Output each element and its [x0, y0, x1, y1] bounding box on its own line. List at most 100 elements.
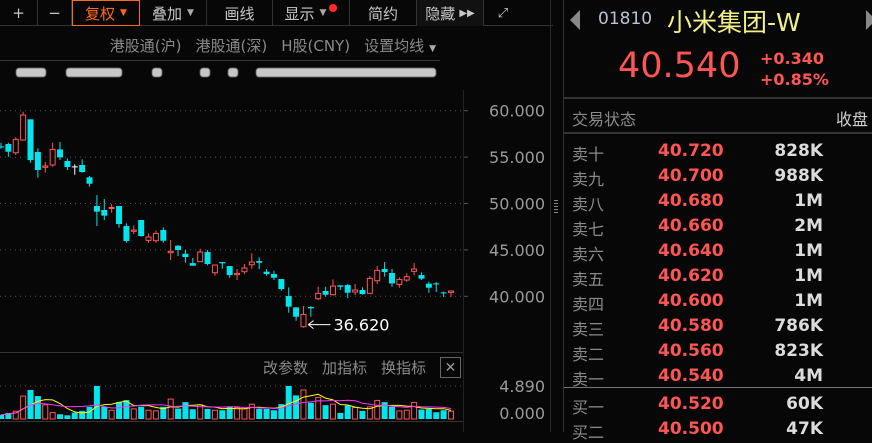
- set-ma-dropdown[interactable]: 设置均线 ▼: [364, 35, 436, 56]
- volume-bar: [418, 409, 425, 419]
- volume-bar: [123, 400, 130, 419]
- volume-axis-label: 4.890: [499, 380, 545, 396]
- order-book-row[interactable]: 卖四 40.600 1M: [564, 291, 872, 315]
- level-price: 40.700: [658, 166, 724, 186]
- level-label: 卖八: [572, 195, 605, 214]
- level-volume: 60K: [786, 394, 823, 414]
- candle: [79, 159, 86, 173]
- candle: [197, 248, 204, 263]
- order-book-row[interactable]: 卖七 40.660 2M: [564, 216, 872, 240]
- order-book-row[interactable]: 卖八 40.680 1M: [564, 191, 872, 215]
- simple-mode-button[interactable]: 简约: [350, 0, 417, 26]
- link-hk-connect-sz[interactable]: 港股通(深): [195, 36, 268, 55]
- candle: [241, 264, 248, 275]
- level-volume: 823K: [774, 341, 823, 361]
- candle-body: [175, 245, 182, 250]
- candle-body: [204, 252, 211, 265]
- candle-body: [34, 151, 41, 170]
- level-label: 卖五: [572, 270, 605, 289]
- link-hk-connect-sh[interactable]: 港股通(沪): [109, 36, 182, 55]
- candle-body: [411, 268, 418, 272]
- candle-body: [160, 230, 167, 241]
- volume-bar: [152, 410, 159, 420]
- volume-bar: [322, 405, 329, 419]
- candle-body: [307, 307, 314, 309]
- candle: [234, 269, 241, 281]
- prev-stock-arrow-icon[interactable]: [570, 10, 580, 30]
- volume-bar: [403, 409, 410, 420]
- candle: [5, 142, 12, 157]
- volume-bar: [344, 405, 351, 419]
- volume-bar: [256, 408, 263, 419]
- candle: [388, 269, 395, 287]
- low-price-marker: 36.620: [333, 316, 389, 335]
- display-dropdown[interactable]: 显示 ▼: [273, 0, 350, 26]
- candle: [34, 148, 41, 178]
- close-indicator-icon[interactable]: ✕: [440, 357, 461, 378]
- order-book-row[interactable]: 卖二 40.560 823K: [564, 341, 872, 365]
- candle: [175, 245, 182, 257]
- level-volume: 828K: [774, 141, 823, 161]
- zoom-out-button[interactable]: −: [38, 0, 72, 26]
- caret-down-icon: ▼: [187, 8, 194, 18]
- resize-handle[interactable]: [554, 200, 558, 214]
- candle-body: [79, 164, 86, 173]
- price-axis-label: 60.000: [489, 102, 545, 121]
- volume-bar: [5, 412, 12, 419]
- edit-params-button[interactable]: 改参数: [262, 359, 308, 377]
- order-book-row[interactable]: 卖一 40.540 4M: [564, 366, 872, 390]
- candle-body: [337, 285, 344, 287]
- add-indicator-button[interactable]: 加指标: [321, 359, 367, 377]
- candle-body: [366, 277, 373, 294]
- volume-bar: [234, 407, 241, 420]
- candle-body: [57, 149, 64, 158]
- link-h-share-cny[interactable]: H股(CNY): [281, 36, 351, 55]
- level-price: 40.540: [658, 366, 724, 386]
- candle-body: [374, 269, 381, 282]
- candle-body: [234, 272, 241, 276]
- fullscreen-expand-icon[interactable]: ⤢: [497, 5, 509, 21]
- overlay-dropdown[interactable]: 叠加 ▼: [140, 0, 207, 26]
- trade-status-value: 收盘: [836, 110, 869, 129]
- candle: [116, 206, 123, 228]
- next-stock-arrow-icon[interactable]: [866, 10, 872, 30]
- candle-body: [248, 261, 255, 266]
- order-book-row[interactable]: 卖十 40.720 828K: [564, 141, 872, 165]
- draw-line-button[interactable]: 画线: [207, 0, 273, 26]
- candle: [248, 253, 255, 269]
- level-price: 40.580: [658, 316, 724, 336]
- order-book-row[interactable]: 卖五 40.620 1M: [564, 266, 872, 290]
- level-price: 40.720: [658, 141, 724, 161]
- order-book-row[interactable]: 买一 40.520 60K: [564, 394, 872, 418]
- candle-body: [270, 274, 277, 278]
- indicator-header: 改参数 加指标 换指标 ✕: [0, 352, 463, 382]
- candle: [293, 307, 300, 321]
- order-book-row[interactable]: 卖九 40.700 988K: [564, 166, 872, 190]
- candle-body: [293, 307, 300, 317]
- volume-bar: [12, 410, 19, 420]
- candle: [189, 258, 196, 266]
- caret-down-icon: ▼: [319, 8, 327, 18]
- order-book-row[interactable]: 卖六 40.640 1M: [564, 241, 872, 265]
- hide-button[interactable]: 隐藏 ▶▶: [417, 0, 484, 26]
- candle-body: [189, 263, 196, 266]
- divider: [564, 97, 872, 99]
- level-label: 卖十: [572, 145, 605, 164]
- volume-bar: [307, 402, 314, 419]
- level-volume: 1M: [794, 191, 823, 211]
- fuquan-label: 复权: [85, 4, 116, 23]
- caret-down-icon: ▼: [429, 43, 436, 54]
- candle: [138, 220, 145, 237]
- candle-body: [123, 226, 130, 241]
- order-book-row[interactable]: 买二 40.500 47K: [564, 419, 872, 443]
- volume-bar: [270, 410, 277, 419]
- zoom-in-button[interactable]: +: [0, 0, 38, 26]
- candle-body: [381, 269, 388, 273]
- fuquan-dropdown[interactable]: 复权 ▼: [72, 0, 140, 26]
- candle: [219, 262, 226, 269]
- order-book-row[interactable]: 卖三 40.580 786K: [564, 316, 872, 340]
- candle-body: [352, 289, 359, 293]
- candle: [64, 158, 71, 170]
- stock-code: 01810: [598, 9, 653, 29]
- switch-indicator-button[interactable]: 换指标: [380, 359, 426, 377]
